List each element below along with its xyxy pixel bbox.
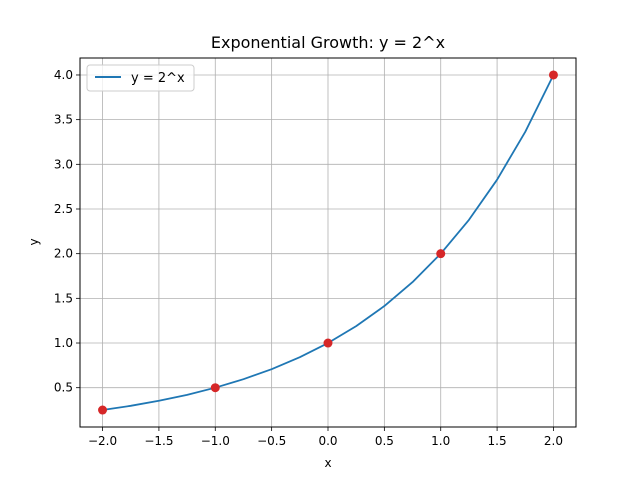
data-point bbox=[548, 70, 558, 80]
x-tick-label: −0.5 bbox=[257, 434, 286, 448]
plot-series bbox=[98, 70, 558, 415]
data-point bbox=[98, 405, 108, 415]
x-tick-label: −2.0 bbox=[88, 434, 117, 448]
chart-title: Exponential Growth: y = 2^x bbox=[211, 33, 445, 52]
y-tick-label: 1.0 bbox=[54, 336, 73, 350]
x-axis-label: x bbox=[324, 456, 331, 470]
x-tick-label: 0.0 bbox=[318, 434, 337, 448]
legend: y = 2^x bbox=[86, 64, 195, 92]
y-axis-label: y bbox=[27, 238, 41, 245]
data-point bbox=[210, 383, 220, 393]
y-tick-label: 0.5 bbox=[54, 381, 73, 395]
data-point bbox=[323, 338, 333, 348]
y-tick-label: 2.0 bbox=[54, 247, 73, 261]
legend-label: y = 2^x bbox=[131, 71, 185, 86]
y-tick-label: 3.5 bbox=[54, 113, 73, 127]
axis-ticks: −2.0 −1.5 −1.0 −0.5 0.0 0.5 1.0 1.5 2.0 0.5 1.0 1.5… bbox=[54, 68, 563, 448]
x-tick-label: −1.0 bbox=[201, 434, 230, 448]
data-point bbox=[436, 249, 446, 259]
y-tick-label: 4.0 bbox=[54, 68, 73, 82]
x-tick-label: 2.0 bbox=[544, 434, 563, 448]
x-tick-label: 0.5 bbox=[375, 434, 394, 448]
y-tick-label: 2.5 bbox=[54, 202, 73, 216]
y-tick-label: 1.5 bbox=[54, 291, 73, 305]
legend-box bbox=[86, 64, 195, 92]
x-tick-label: 1.0 bbox=[431, 434, 450, 448]
y-tick-label: 3.0 bbox=[54, 157, 73, 171]
x-tick-label: 1.5 bbox=[488, 434, 507, 448]
x-tick-label: −1.5 bbox=[144, 434, 173, 448]
